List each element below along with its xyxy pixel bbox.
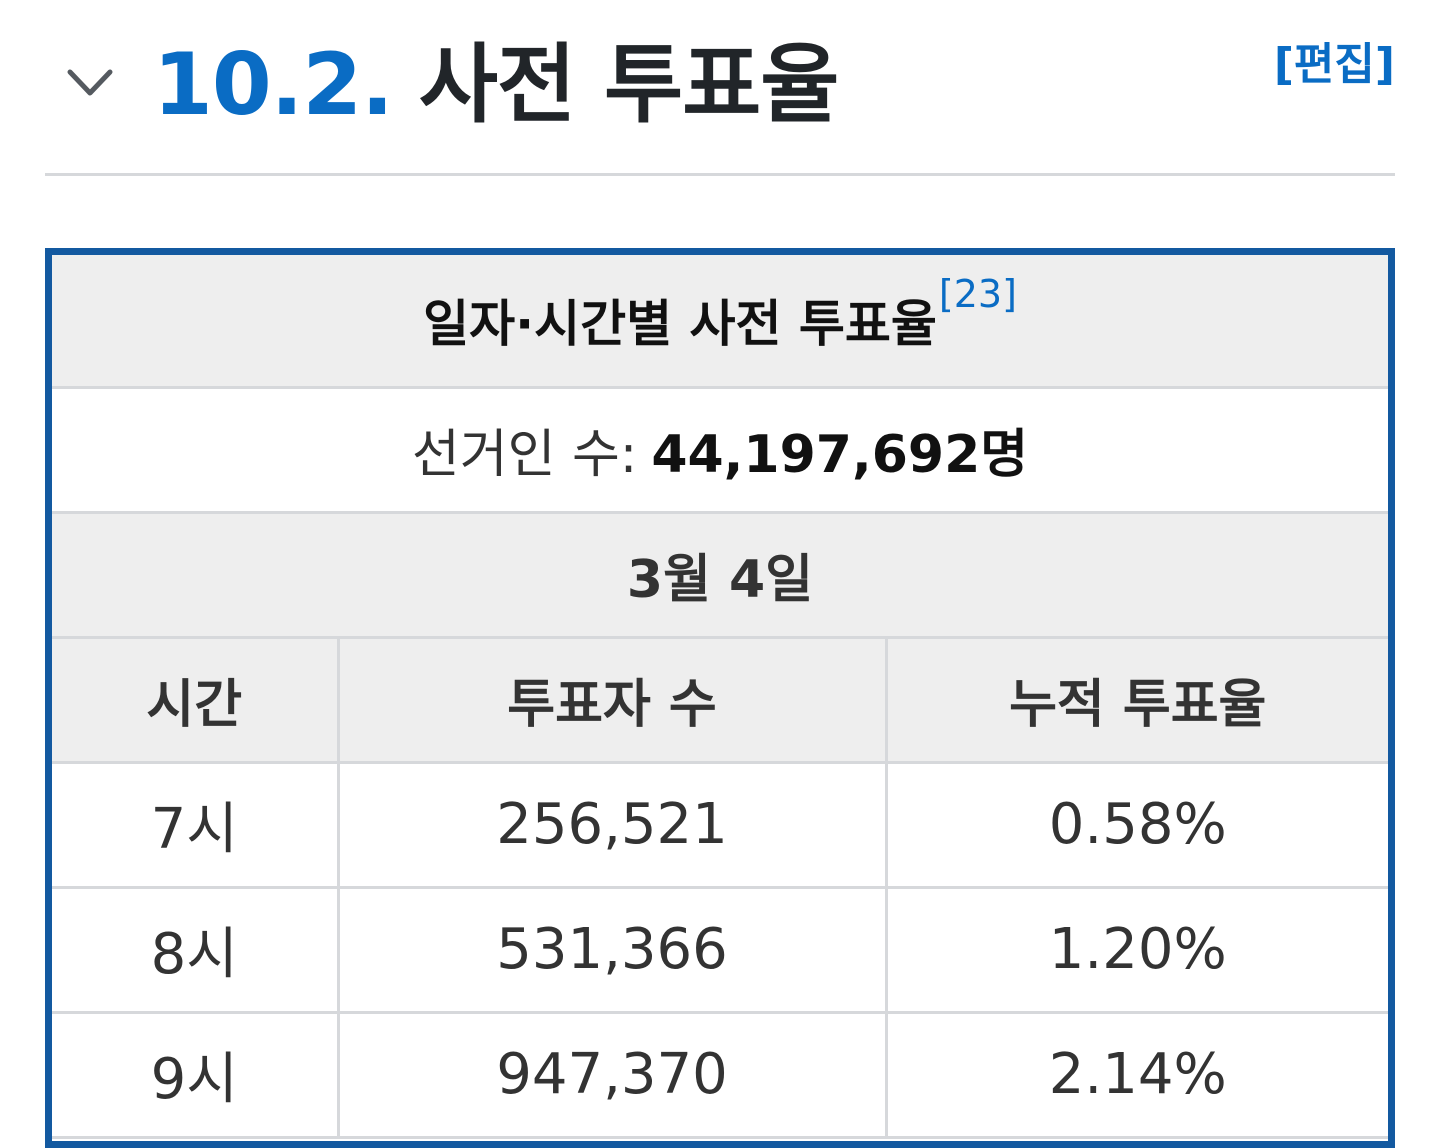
header-voters: 투표자 수 (336, 635, 888, 764)
header-row: 시간 투표자 수 누적 투표율 (52, 635, 1388, 764)
table-title-cell: 일자·시간별 사전 투표율[23] (52, 255, 1388, 389)
date-cell: 3월 4일 (52, 510, 1388, 639)
header-time: 시간 (52, 635, 340, 764)
header-turnout: 누적 투표율 (884, 635, 1388, 764)
cell-time: 7시 (52, 760, 340, 889)
turnout-table: 일자·시간별 사전 투표율[23] 선거인 수: 44,197,692명 3월 4… (45, 248, 1395, 1148)
cell-voters: 256,521 (336, 760, 888, 889)
cell-voters: 947,370 (336, 1010, 888, 1139)
electors-value: 44,197,692명 (651, 425, 1029, 485)
section-heading: 10.2. 사전 투표율 (153, 30, 840, 140)
cell-turnout: 1.20% (884, 885, 1388, 1014)
electors-label: 선거인 수: (411, 425, 638, 485)
cell-turnout: 0.58% (884, 760, 1388, 889)
cell-time: 8시 (52, 885, 340, 1014)
table-row: 8시 531,366 1.20% (52, 885, 1388, 1014)
section-number[interactable]: 10.2. (153, 35, 394, 135)
cell-turnout: 2.14% (884, 1010, 1388, 1139)
chevron-down-icon[interactable] (67, 68, 113, 98)
cell-time: 9시 (52, 1010, 340, 1139)
footnote-link[interactable]: [23] (938, 272, 1017, 317)
cell-voters: 531,366 (336, 885, 888, 1014)
edit-link[interactable]: [편집] (1273, 39, 1395, 90)
section-title: 사전 투표율 (418, 35, 840, 135)
section-header: 10.2. 사전 투표율 [편집] (45, 0, 1395, 176)
table-row: 7시 256,521 0.58% (52, 760, 1388, 889)
table-title: 일자·시간별 사전 투표율 (423, 295, 937, 354)
table-row: 9시 947,370 2.14% (52, 1010, 1388, 1139)
electors-cell: 선거인 수: 44,197,692명 (52, 385, 1388, 514)
